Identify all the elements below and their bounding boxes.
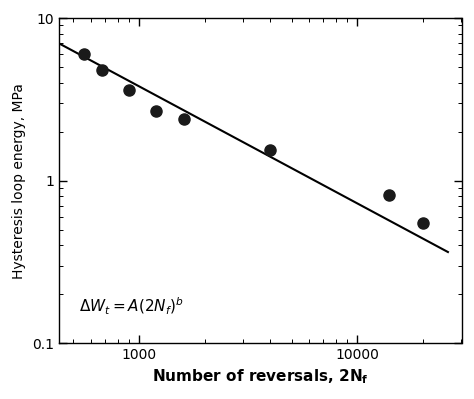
Text: $\Delta W_t = A\left(2N_f\right)^b$: $\Delta W_t = A\left(2N_f\right)^b$ [79, 296, 184, 317]
Point [385, 192, 393, 198]
Point [99, 67, 106, 73]
Point [180, 116, 187, 122]
Point [419, 220, 427, 226]
Point [267, 146, 274, 153]
X-axis label: Number of reversals, 2N$_\mathbf{f}$: Number of reversals, 2N$_\mathbf{f}$ [152, 368, 369, 387]
Point [80, 51, 88, 57]
Point [125, 87, 133, 93]
Point [153, 107, 160, 114]
Y-axis label: Hysteresis loop energy, MPa: Hysteresis loop energy, MPa [12, 83, 27, 279]
